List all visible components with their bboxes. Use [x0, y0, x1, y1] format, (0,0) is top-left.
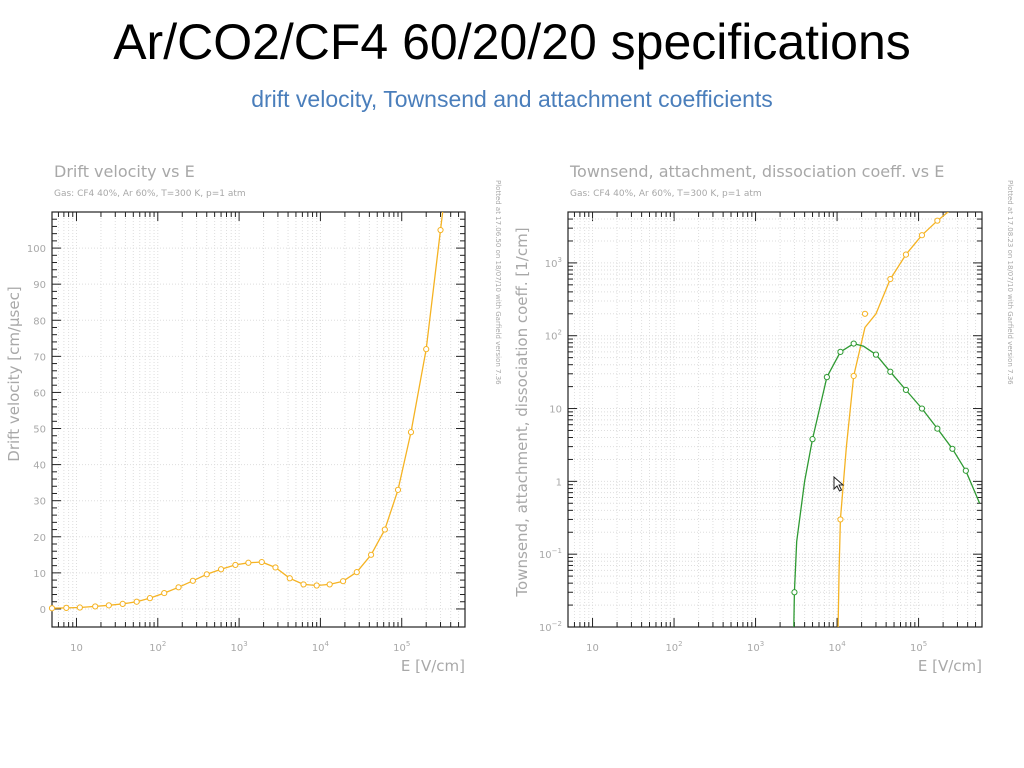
y-tick-label: 80	[33, 316, 46, 327]
drift-velocity-chart: 0 10 20 30 40 50 60 70 80 90 100 10 102 103 104 105 Drif…	[5, 162, 502, 675]
drift-marker	[300, 581, 307, 588]
townsend-curve	[837, 212, 950, 627]
y-tick-label: 102	[545, 329, 562, 343]
plot-frame	[567, 211, 983, 628]
townsend-marker	[850, 372, 857, 380]
y-tick-label: 10	[549, 405, 562, 416]
attachment-marker	[791, 589, 798, 596]
townsend-marker	[887, 275, 894, 283]
y-tick-label: 100	[27, 244, 46, 255]
y-tick-label: 1	[556, 477, 562, 488]
chart-title: Drift velocity vs E	[54, 162, 195, 181]
y-tick-label: 90	[33, 280, 46, 291]
x-axis-label: E [V/cm]	[918, 657, 982, 675]
y-tick-label: 20	[33, 533, 46, 544]
mouse-cursor-icon	[833, 476, 845, 492]
townsend-marker	[837, 516, 844, 523]
drift-marker	[353, 569, 360, 576]
drift-marker	[48, 605, 56, 612]
y-tick-label: 50	[33, 425, 46, 436]
y-tick-label: 30	[33, 497, 46, 508]
townsend-marker	[861, 310, 869, 317]
drift-marker	[175, 584, 182, 591]
x-tick-label: 10	[586, 643, 599, 654]
drift-marker	[146, 595, 154, 602]
drift-marker	[286, 575, 293, 582]
attachment-marker	[949, 445, 956, 452]
drift-velocity-curve	[52, 212, 444, 609]
drift-marker	[437, 226, 444, 234]
x-tick-label: 102	[149, 640, 166, 654]
drift-marker	[133, 598, 140, 605]
x-tick-label: 104	[312, 640, 330, 654]
attachment-curve	[793, 342, 981, 627]
slide-title: Ar/CO2/CF4 60/20/20 specifications	[113, 14, 911, 70]
chart-subtitle: Gas: CF4 40%, Ar 60%, T=300 K, p=1 atm	[570, 189, 762, 199]
attachment-marker	[823, 374, 830, 381]
drift-marker	[339, 578, 347, 585]
drift-marker	[92, 603, 99, 610]
x-tick-label: 105	[910, 640, 927, 654]
y-tick-label: 103	[545, 256, 562, 270]
plot-stamp: Plotted at 17.06.50 on 18/07/10 with Gar…	[494, 180, 502, 385]
drift-marker	[76, 604, 83, 611]
drift-marker	[394, 486, 402, 493]
drift-marker	[63, 604, 70, 611]
townsend-marker	[934, 217, 941, 224]
y-tick-label: 0	[40, 605, 46, 616]
drift-marker	[203, 571, 210, 578]
x-tick-label: 104	[828, 640, 846, 654]
drift-marker	[105, 602, 112, 609]
attachment-marker	[902, 386, 910, 394]
x-tick-label: 105	[393, 640, 410, 654]
drift-marker	[367, 551, 375, 558]
slide-subtitle: drift velocity, Townsend and attachment …	[251, 86, 773, 112]
y-tick-label: 60	[33, 388, 46, 399]
y-axis-label: Drift velocity [cm/μsec]	[5, 286, 23, 461]
drift-marker	[258, 558, 265, 566]
attachment-marker	[850, 340, 857, 347]
attachment-marker	[934, 425, 941, 432]
plot-stamp: Plotted at 17.08.23 on 18/07/10 with Gar…	[1006, 180, 1014, 385]
drift-marker	[232, 561, 239, 569]
drift-marker	[161, 589, 168, 597]
townsend-marker	[918, 232, 926, 239]
y-tick-label: 10−1	[539, 547, 562, 561]
plot-frame	[51, 211, 466, 628]
drift-marker	[272, 564, 279, 571]
drift-marker	[217, 566, 225, 573]
y-tick-label: 40	[33, 461, 46, 472]
townsend-attachment-chart: 10−2 10−1 1 10 102 103 10 102 103 104 105 Townsend,…	[513, 162, 1014, 675]
x-tick-label: 103	[231, 640, 248, 654]
y-tick-label: 10−2	[539, 620, 562, 634]
x-tick-label: 103	[747, 640, 764, 654]
y-axis-label: Townsend, attachment, dissociation coeff…	[513, 227, 531, 597]
drift-marker	[245, 559, 252, 566]
drift-marker	[326, 581, 333, 588]
x-axis-label: E [V/cm]	[401, 657, 465, 675]
drift-marker	[189, 577, 196, 584]
chart-title: Townsend, attachment, dissociation coeff…	[569, 162, 944, 181]
attachment-marker	[872, 351, 880, 358]
chart-subtitle: Gas: CF4 40%, Ar 60%, T=300 K, p=1 atm	[54, 189, 246, 199]
attachment-marker	[962, 467, 969, 474]
attachment-marker	[837, 348, 844, 355]
attachment-marker	[809, 436, 816, 443]
drift-marker	[313, 582, 320, 589]
attachment-marker	[887, 368, 894, 375]
townsend-marker	[902, 251, 910, 258]
y-tick-label: 10	[33, 569, 46, 580]
drift-marker	[407, 429, 415, 436]
x-tick-label: 102	[665, 640, 682, 654]
attachment-marker	[918, 405, 926, 412]
y-tick-label: 70	[33, 352, 46, 363]
x-tick-label: 10	[70, 643, 83, 654]
drift-marker	[381, 526, 388, 533]
drift-marker	[119, 600, 126, 608]
drift-marker	[423, 346, 430, 353]
